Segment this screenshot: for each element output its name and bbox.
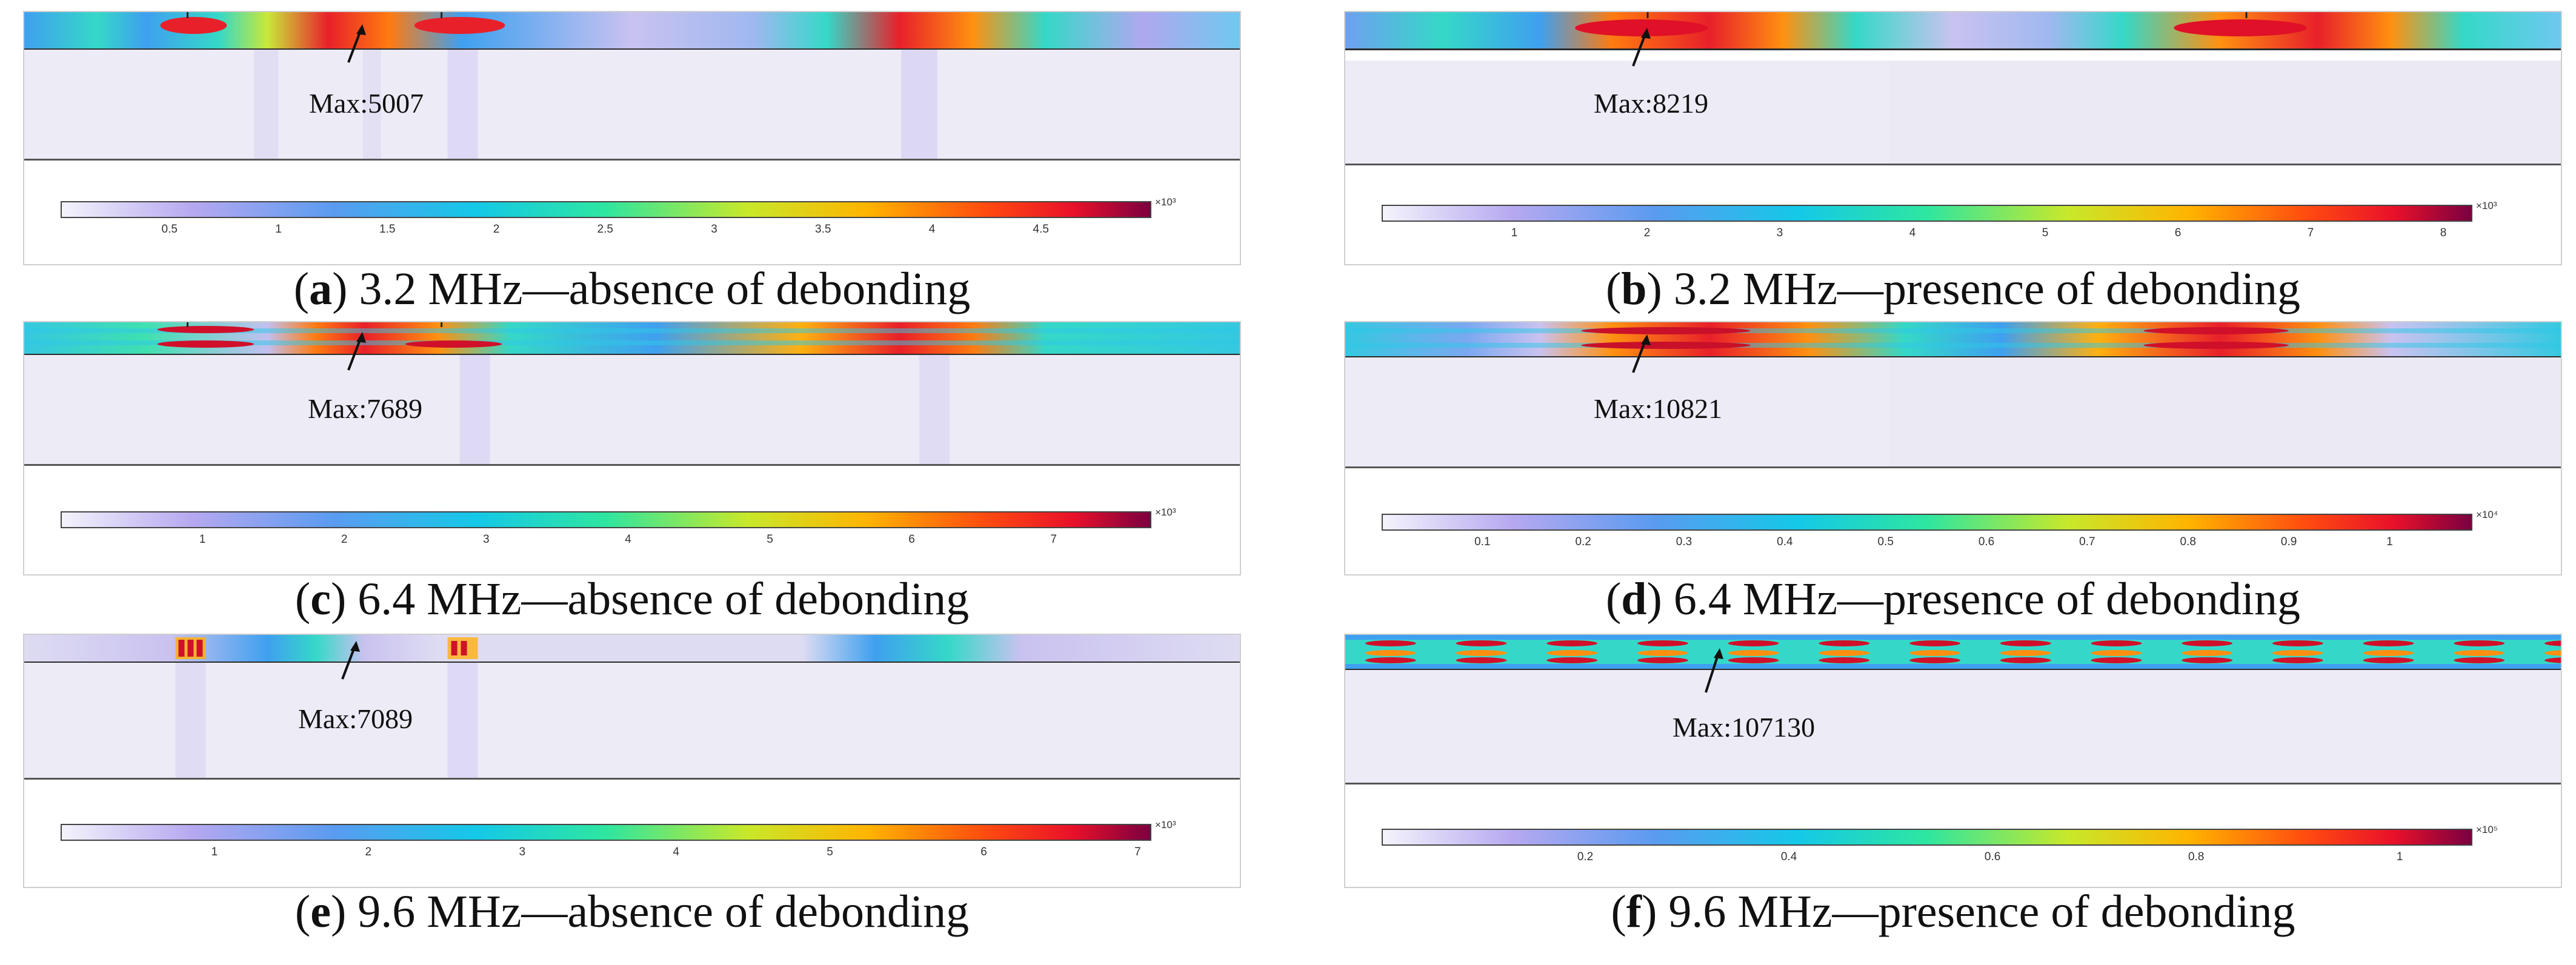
colorbar-tick-label: 3 xyxy=(519,846,526,858)
colorbar-tick-label: 6 xyxy=(2174,227,2182,239)
caption-e: (e) 9.6 MHz—absence of debonding xyxy=(295,886,970,937)
colorbar-tick-label: 2 xyxy=(365,846,372,858)
colorbar-tick-label: 0.6 xyxy=(1978,536,1995,548)
colorbar-tick-label: 1.5 xyxy=(379,223,396,236)
colorbar-tick-label: 2 xyxy=(1643,227,1651,239)
colorbar-tick-label: 0.6 xyxy=(1984,851,2001,863)
colorbar-tick-label: 7 xyxy=(1134,846,1141,858)
colorbar-tick-label: 1 xyxy=(275,223,282,236)
colorbar-a xyxy=(61,201,1151,218)
colorbar-tick-label: 4 xyxy=(673,846,679,858)
panel-f: Max:107130 ×10⁵ 0.2 0.4 0.6 0.8 1 xyxy=(1344,634,2562,888)
colorbar-tick-label: 7 xyxy=(2307,227,2314,239)
colorbar-tick-label: 0.5 xyxy=(161,223,178,236)
colorbar-tick-label: 6 xyxy=(980,846,987,858)
max-arrow-a xyxy=(347,24,366,63)
max-arrow-b xyxy=(1632,28,1651,67)
colorbar-tick-label: 0.5 xyxy=(1877,536,1894,548)
colorbar-tick-label: 4.5 xyxy=(1033,223,1049,236)
max-label-b: Max:8219 xyxy=(1594,88,1709,119)
max-arrow-c xyxy=(347,332,366,371)
substrate-b xyxy=(1345,61,2561,165)
colorbar-c xyxy=(61,511,1151,528)
colorbar-tick-label: 0.4 xyxy=(1777,536,1793,548)
colorbar-tick-label: 1 xyxy=(2396,851,2403,863)
colorbar-tick-label: 0.2 xyxy=(1575,536,1591,548)
field-strip-e xyxy=(24,635,1240,663)
colorbar-tick-label: 2 xyxy=(493,223,500,236)
colorbar-e xyxy=(61,824,1151,841)
colorbar-tick-label: 0.1 xyxy=(1474,536,1491,548)
substrate-c xyxy=(24,355,1240,466)
colorbar-tick-label: 2 xyxy=(341,533,348,546)
colorbar-tick-label: 3.5 xyxy=(815,223,831,236)
field-strip-b xyxy=(1345,12,2561,50)
field-strip-a xyxy=(24,12,1240,50)
colorbar-tick-label: 0.4 xyxy=(1780,851,1797,863)
colorbar-tick-label: 1 xyxy=(1511,227,1518,239)
colorbar-tick-label: 0.8 xyxy=(2188,851,2205,863)
colorbar-d xyxy=(1382,514,2472,531)
colorbar-tick-label: 3 xyxy=(1776,227,1783,239)
panel-d: Max:10821 ×10⁴ 0.1 0.2 0.3 0.4 0.5 0.6 0.7 0.8 0… xyxy=(1344,321,2562,575)
field-strip-c xyxy=(24,322,1240,356)
colorbar-multiplier-b: ×10³ xyxy=(2476,200,2497,211)
colorbar-multiplier-c: ×10³ xyxy=(1155,506,1176,518)
max-label-f: Max:107130 xyxy=(1672,712,1816,743)
max-label-e: Max:7089 xyxy=(298,703,413,734)
substrate-a xyxy=(24,50,1240,161)
colorbar-tick-label: 0.8 xyxy=(2180,536,2196,548)
colorbar-multiplier-d: ×10⁴ xyxy=(2476,509,2498,520)
colorbar-tick-label: 0.9 xyxy=(2280,536,2297,548)
colorbar-multiplier-e: ×10³ xyxy=(1155,819,1176,831)
colorbar-tick-label: 4 xyxy=(1909,227,1916,239)
caption-d: (d) 6.4 MHz—presence of debonding xyxy=(1605,574,2301,625)
colorbar-tick-label: 0.3 xyxy=(1676,536,1692,548)
field-strip-f xyxy=(1345,635,2561,671)
panel-c: Max:7689 ×10³ 1 2 3 4 5 6 7 xyxy=(23,321,1241,575)
colorbar-multiplier-a: ×10³ xyxy=(1155,196,1176,208)
colorbar-tick-label: 5 xyxy=(2042,227,2049,239)
colorbar-tick-label: 4 xyxy=(625,533,631,546)
colorbar-tick-label: 0.2 xyxy=(1577,851,1594,863)
colorbar-tick-label: 1 xyxy=(211,846,218,858)
panel-b: Max:8219 ×10³ 1 2 3 4 5 6 7 8 xyxy=(1344,11,2562,265)
colorbar-tick-label: 4 xyxy=(928,223,936,236)
substrate-d xyxy=(1345,357,2561,468)
colorbar-tick-label: 1 xyxy=(199,533,206,546)
colorbar-b xyxy=(1382,205,2472,222)
colorbar-tick-label: 5 xyxy=(767,533,773,546)
caption-a: (a) 3.2 MHz—absence of debonding xyxy=(293,264,971,314)
max-label-d: Max:10821 xyxy=(1594,393,1723,424)
caption-f: (f) 9.6 MHz—presence of debonding xyxy=(1611,886,2295,937)
max-arrow-e xyxy=(341,641,360,680)
caption-b: (b) 3.2 MHz—presence of debonding xyxy=(1605,264,2301,314)
colorbar-tick-label: 8 xyxy=(2440,227,2447,239)
colorbar-multiplier-f: ×10⁵ xyxy=(2476,824,2498,835)
colorbar-tick-label: 6 xyxy=(908,533,915,546)
panel-a: Max:5007 ×10³ 0.5 1 1.5 2 2.5 3 3.5 4 4.5 xyxy=(23,11,1241,265)
colorbar-tick-label: 2.5 xyxy=(597,223,613,236)
panel-e: Max:7089 ×10³ 1 2 3 4 5 6 7 xyxy=(23,634,1241,888)
colorbar-tick-label: 3 xyxy=(711,223,717,236)
substrate-e xyxy=(24,663,1240,780)
colorbar-tick-label: 7 xyxy=(1050,533,1057,546)
colorbar-tick-label: 3 xyxy=(483,533,490,546)
max-label-c: Max:7689 xyxy=(308,393,423,424)
substrate-f xyxy=(1345,670,2561,784)
field-strip-d xyxy=(1345,322,2561,358)
colorbar-tick-label: 0.7 xyxy=(2079,536,2095,548)
max-arrow-f xyxy=(1705,648,1723,693)
caption-c: (c) 6.4 MHz—absence of debonding xyxy=(295,574,970,625)
colorbar-tick-label: 5 xyxy=(827,846,833,858)
max-label-a: Max:5007 xyxy=(309,88,424,119)
max-arrow-d xyxy=(1632,334,1651,373)
colorbar-tick-label: 1 xyxy=(2386,536,2393,548)
colorbar-f xyxy=(1382,829,2472,846)
